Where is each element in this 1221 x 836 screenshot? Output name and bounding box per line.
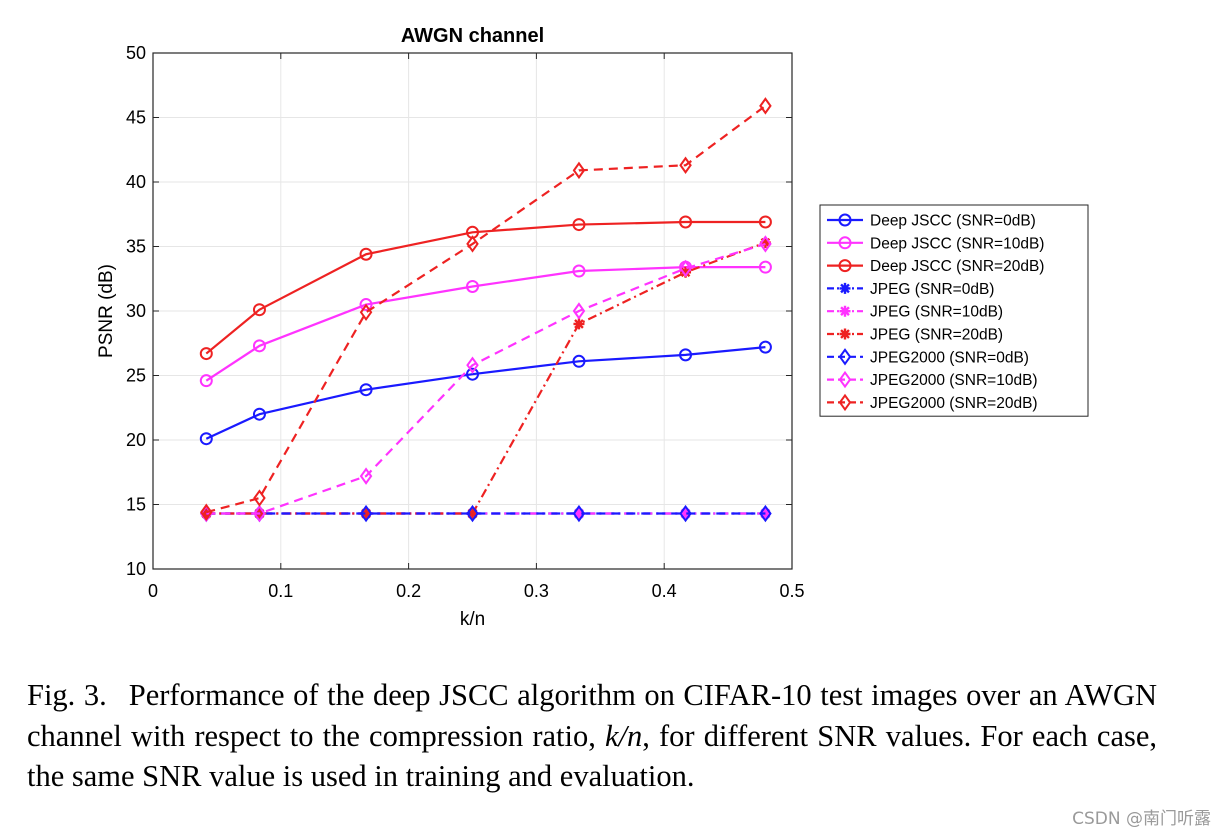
data-point-jpeg-snr-20db-3 [467,508,478,520]
data-point-jpeg2000-snr-20db-6 [759,97,772,115]
legend-marker-jpeg2000-snr-10db [838,370,852,389]
y-tick-label-3: 25 [126,366,146,386]
legend-label-jpeg2000-snr-10db: JPEG2000 (SNR=10dB) [870,372,1038,389]
x-tick-label-0: 0 [148,581,158,601]
data-point-deep-jscc-snr-0db-0 [199,432,213,446]
y-axis-label: PSNR (dB) [96,264,117,358]
data-point-deep-jscc-snr-0db-2 [359,383,373,397]
data-point-jpeg2000-snr-10db-1 [253,504,266,523]
data-point-jpeg2000-snr-20db-3 [466,235,479,253]
legend-marker-jpeg2000-snr-20db [838,393,852,412]
data-point-deep-jscc-snr-10db-1 [252,339,266,353]
data-point-deep-jscc-snr-0db-5 [679,348,693,362]
data-point-deep-jscc-snr-0db-3 [466,367,479,381]
data-point-deep-jscc-snr-10db-6 [758,260,772,274]
legend-label-jpeg2000-snr-20db: JPEG2000 (SNR=20dB) [870,395,1038,412]
legend-label-jpeg2000-snr-0db: JPEG2000 (SNR=0dB) [870,349,1029,366]
series-layer [199,97,772,523]
data-point-deep-jscc-snr-20db-0 [199,347,213,361]
tick-labels: 0 0.1 0.2 0.3 0.4 0.5 10 15 20 25 30 35 40 45 50 [126,43,805,601]
series-deep-jscc-snr-0db [199,340,772,446]
legend-label-jpeg-snr-0db: JPEG (SNR=0dB) [870,281,994,298]
y-tick-label-8: 50 [126,43,146,63]
data-point-jpeg-snr-20db-5 [680,266,692,278]
data-point-deep-jscc-snr-20db-4 [572,218,586,232]
data-point-jpeg2000-snr-10db-5 [679,259,692,278]
legend-label-deep-jscc-snr-10db: Deep JSCC (SNR=10dB) [870,235,1044,252]
series-line-jpeg2000-snr-10db [206,242,766,515]
data-point-deep-jscc-snr-10db-0 [199,374,213,388]
awgn-psnr-chart: 0 0.1 0.2 0.3 0.4 0.5 10 15 20 25 30 35 40 45 50 AWGN … [96,25,1089,630]
data-point-deep-jscc-snr-20db-2 [359,247,373,261]
caption-italic: k/n [605,718,643,753]
legend-label-jpeg-snr-10db: JPEG (SNR=10dB) [870,304,1003,321]
data-point-jpeg2000-snr-0db-6 [759,504,772,523]
data-point-jpeg2000-snr-0db-4 [572,504,586,523]
series-line-deep-jscc-snr-0db [205,346,766,440]
data-point-jpeg-snr-10db-5 [680,508,692,520]
data-point-jpeg-snr-10db-6 [759,508,771,520]
legend-marker-deep-jscc-snr-20db [838,259,852,273]
legend: Deep JSCC (SNR=0dB) Deep JSCC (SNR=10dB) D… [819,204,1089,417]
series-jpeg2000-snr-20db [200,97,772,521]
y-tick-label-0: 10 [126,559,146,579]
chart-title: AWGN channel [401,25,544,47]
data-point-jpeg2000-snr-20db-5 [679,156,692,174]
legend-label-deep-jscc-snr-20db: Deep JSCC (SNR=20dB) [870,258,1044,275]
caption-text-before: Performance of the deep JSCC algorithm o… [27,678,1157,753]
x-tick-label-5: 0.5 [779,581,804,601]
axes [152,52,793,570]
data-point-jpeg2000-snr-0db-3 [466,504,479,523]
legend-marker-deep-jscc-snr-0db [838,213,852,227]
series-line-deep-jscc-snr-20db [205,220,766,355]
legend-label-deep-jscc-snr-0db: Deep JSCC (SNR=0dB) [870,213,1036,230]
x-tick-label-4: 0.4 [652,581,677,601]
data-point-deep-jscc-snr-20db-5 [679,215,693,229]
legend-box [819,204,1089,417]
y-tick-label-6: 40 [126,172,146,192]
data-point-jpeg2000-snr-20db-4 [572,161,586,180]
data-point-deep-jscc-snr-0db-4 [572,354,586,368]
data-point-jpeg2000-snr-10db-3 [466,356,479,374]
data-point-jpeg-snr-20db-4 [573,318,585,330]
data-point-jpeg-snr-10db-4 [573,508,585,520]
data-point-deep-jscc-snr-10db-4 [572,264,586,278]
legend-marker-jpeg2000-snr-0db [838,348,852,366]
x-tick-label-2: 0.2 [396,581,421,601]
data-point-jpeg2000-snr-20db-0 [200,503,213,521]
y-tick-label-1: 15 [126,495,146,515]
figure-caption: Fig. 3. Performance of the deep JSCC algo… [27,675,1157,797]
data-point-jpeg2000-snr-10db-6 [759,235,772,253]
data-point-jpeg2000-snr-0db-5 [679,504,692,523]
y-tick-label-2: 20 [126,430,146,450]
y-tick-label-7: 45 [126,108,146,128]
x-tick-label-3: 0.3 [524,581,549,601]
data-point-jpeg2000-snr-10db-4 [572,302,586,320]
y-tick-label-4: 30 [126,301,146,321]
data-point-deep-jscc-snr-0db-6 [758,340,772,354]
data-point-deep-jscc-snr-10db-2 [359,298,373,312]
data-point-jpeg2000-snr-10db-2 [359,467,373,485]
data-point-deep-jscc-snr-20db-1 [252,303,266,317]
legend-marker-jpeg-snr-10db [839,305,851,317]
series-line-jpeg2000-snr-20db [206,105,767,514]
data-point-jpeg2000-snr-20db-1 [253,489,266,507]
data-point-deep-jscc-snr-20db-6 [758,215,772,229]
x-tick-label-1: 0.1 [268,581,293,601]
x-axis-label: k/n [460,609,485,630]
legend-marker-jpeg-snr-20db [839,328,851,340]
caption-label: Fig. 3. [27,678,107,712]
data-point-jpeg-snr-20db-6 [759,237,771,249]
data-point-jpeg2000-snr-20db-2 [359,303,373,322]
watermark: CSDN @南门听露 [1072,809,1211,829]
data-point-deep-jscc-snr-10db-3 [466,279,479,293]
legend-label-jpeg-snr-20db: JPEG (SNR=20dB) [870,327,1003,344]
legend-marker-deep-jscc-snr-10db [838,236,852,250]
legend-marker-jpeg-snr-0db [839,282,851,294]
data-point-jpeg-snr-20db-2 [360,508,372,520]
y-tick-label-5: 35 [126,237,146,257]
data-point-jpeg2000-snr-0db-2 [359,504,373,523]
data-point-deep-jscc-snr-0db-1 [252,407,266,421]
caption-text-after: , for different SNR values. For each cas… [27,718,1158,794]
